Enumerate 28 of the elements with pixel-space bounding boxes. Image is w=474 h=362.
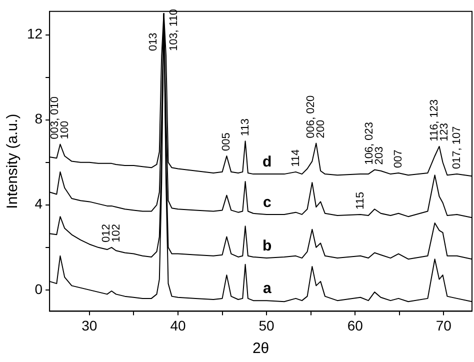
annotation: 005 xyxy=(220,132,233,151)
series-label: d xyxy=(262,154,272,171)
series-label: a xyxy=(262,280,272,298)
annotation: 114 xyxy=(290,149,302,167)
series-label: c xyxy=(262,194,272,212)
x-axis-title: 2θ xyxy=(252,340,270,358)
annotation: 115 xyxy=(354,192,366,210)
x-tick-label: 30 xyxy=(82,317,98,334)
annotation: 012 102 xyxy=(100,224,123,242)
annotation: 113 xyxy=(239,118,252,136)
annotation: 103, 110 xyxy=(168,9,180,52)
y-tick-label: 8 xyxy=(34,110,43,127)
y-tick-label: 4 xyxy=(34,196,43,212)
annotation: 013 xyxy=(148,32,160,52)
annotation: 116, 123 123 xyxy=(428,99,450,142)
annotation: 006, 020 200 xyxy=(305,95,328,138)
annotation: 106, 023 203 xyxy=(364,122,386,165)
x-tick-label: 70 xyxy=(436,317,452,334)
annotation: 003, 010 100 xyxy=(49,96,72,140)
y-axis-title: Intensity (a.u.) xyxy=(4,114,22,209)
x-tick-label: 40 xyxy=(170,317,186,334)
x-tick-label: 50 xyxy=(258,317,275,334)
annotation: 007 xyxy=(392,150,405,168)
y-tick-label: 0 xyxy=(34,280,43,297)
annotation: 017, 107 xyxy=(450,126,463,170)
y-tick-label: 12 xyxy=(26,26,43,42)
x-tick-label: 60 xyxy=(347,317,364,334)
series-label: b xyxy=(262,238,272,255)
